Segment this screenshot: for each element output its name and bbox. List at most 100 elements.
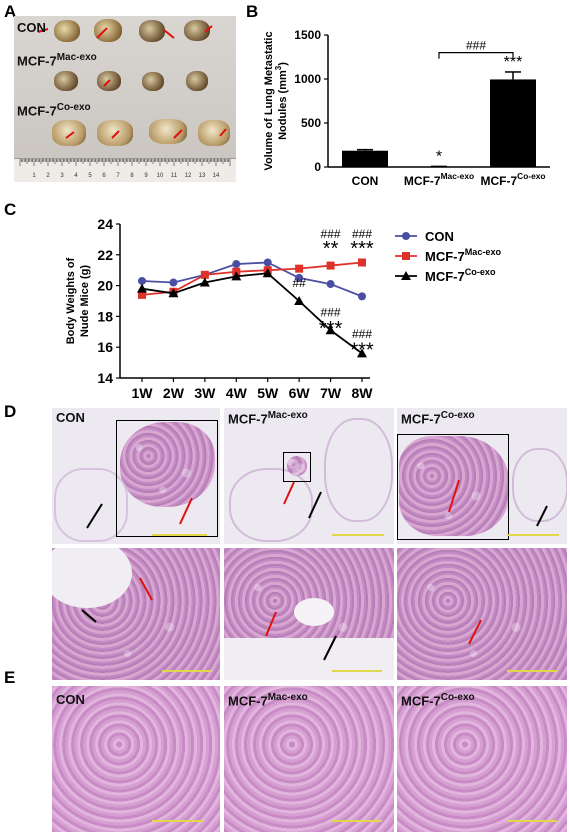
liver-label-co-sup: Co-exo xyxy=(440,692,475,703)
scale-bar xyxy=(507,670,557,672)
bar-y-tick-label: 1500 xyxy=(294,28,321,42)
line-y-tick-label: 14 xyxy=(97,370,113,386)
lung-specimen xyxy=(142,72,164,91)
lung-specimen xyxy=(52,120,86,146)
ruler-number: 12 xyxy=(185,173,192,179)
ruler-number: 10 xyxy=(157,173,164,179)
tumor-tissue xyxy=(399,436,509,536)
significance-label: ### xyxy=(352,227,372,241)
legend-label: MCF-7Mac-exo xyxy=(425,247,502,264)
significance-bracket xyxy=(438,52,514,59)
data-point xyxy=(262,268,273,278)
photo-label-con: CON xyxy=(17,20,46,35)
line-x-tick-label: 8W xyxy=(352,385,374,400)
panel-letter-e: E xyxy=(4,668,16,687)
data-point xyxy=(295,273,304,282)
histology-arrows xyxy=(448,479,548,527)
ruler-number: 11 xyxy=(171,173,178,179)
zoom-box xyxy=(116,420,218,537)
data-point xyxy=(294,296,305,305)
legend-label-base: MCF-7 xyxy=(425,269,465,284)
bar-significance: *** xyxy=(504,54,523,71)
significance-label: ### xyxy=(321,227,341,241)
liver-histology-con xyxy=(52,686,220,832)
liver-label-co-base: MCF-7 xyxy=(401,693,441,709)
scale-bar xyxy=(507,534,559,536)
bar-category-label-base: MCF-7 xyxy=(404,174,441,188)
scale-bar xyxy=(152,534,207,536)
histology-arrows xyxy=(86,497,193,529)
legend-label-base: MCF-7 xyxy=(425,249,465,264)
bar-category-label-sup: Mac-exo xyxy=(441,171,475,181)
bar-y-label-line1: Volume of Lung Metastatic xyxy=(263,31,275,170)
scale-bar xyxy=(332,820,382,822)
data-point xyxy=(358,258,366,267)
bar-chart: 0 500 1000 1500 Volume of Lung Metastatic Nod… xyxy=(263,28,550,188)
panel-letter-a: A xyxy=(4,2,17,21)
data-point xyxy=(137,283,147,293)
significance-label: *** xyxy=(319,318,343,340)
lung-label-mac-base: MCF-7 xyxy=(228,411,268,427)
data-point xyxy=(232,260,241,269)
ruler-number: 3 xyxy=(60,173,64,179)
liver-histology-co xyxy=(397,686,567,832)
ruler-number: 13 xyxy=(199,173,206,179)
data-point xyxy=(138,276,146,285)
liver-label-mac-sup: Mac-exo xyxy=(267,692,308,703)
lung-specimen xyxy=(184,20,210,41)
photo-label-mac-base: MCF-7 xyxy=(17,53,57,69)
alveolar-tissue xyxy=(54,468,128,542)
series-line xyxy=(141,272,363,355)
line-y-tick-label: 20 xyxy=(97,278,113,294)
lung-photo: 1 2 3 4 5 6 7 8 9 10 11 12 13 14 xyxy=(14,16,236,182)
alveolar-tissue xyxy=(229,468,313,542)
ruler-number: 7 xyxy=(116,173,120,179)
line-y-tick-label: 24 xyxy=(97,216,113,232)
lung-specimen xyxy=(198,120,230,146)
liver-label-mac-base: MCF-7 xyxy=(228,693,268,709)
lung-zoom-mac xyxy=(224,548,394,680)
bar-category-label-sup: Co-exo xyxy=(517,171,545,181)
legend-marker xyxy=(402,252,410,260)
line-x-tick-label: 5W xyxy=(257,385,279,400)
lung-label-co-base: MCF-7 xyxy=(401,411,441,427)
photo-label-co-sup: Co-exo xyxy=(56,102,91,113)
line-y-label-line2: Nude Mice (g) xyxy=(79,265,91,337)
data-point xyxy=(357,348,367,358)
line-y-tick-label: 18 xyxy=(97,308,113,324)
legend-label-base: CON xyxy=(425,229,454,244)
data-point xyxy=(326,261,335,270)
data-point xyxy=(326,280,335,289)
lung-histology-mac xyxy=(224,408,394,544)
ruler-number: 4 xyxy=(74,173,78,179)
metastasis-arrows xyxy=(37,25,227,139)
line-y-tick-label: 22 xyxy=(97,247,113,263)
photo-label-mac-sup: Mac-exo xyxy=(56,52,97,63)
ruler: 1 2 3 4 5 6 7 8 9 10 11 12 13 14 xyxy=(14,158,236,182)
histology-arrows xyxy=(468,619,482,645)
data-point xyxy=(200,270,209,279)
ruler-number: 8 xyxy=(130,173,134,179)
bar-category-label: MCF-7Mac-exo xyxy=(404,171,474,188)
bar xyxy=(342,150,388,167)
lung-specimen xyxy=(94,19,122,42)
liver-label-con-base: CON xyxy=(56,692,85,707)
line-x-tick-label: 6W xyxy=(289,385,311,400)
significance-label: *** xyxy=(350,339,374,361)
legend-label-sup: Co-exo xyxy=(465,267,496,277)
series-line xyxy=(141,261,363,298)
data-point xyxy=(325,325,336,335)
lung-label-mac-sup: Mac-exo xyxy=(267,410,308,421)
bar-y-label: Volume of Lung Metastatic Nodules (mm3) xyxy=(263,31,289,170)
histology-arrows xyxy=(265,611,337,661)
significance-label: *** xyxy=(350,238,374,260)
significance-label: ### xyxy=(352,327,372,341)
scale-bar xyxy=(332,670,382,672)
data-point xyxy=(138,290,146,299)
data-point xyxy=(169,278,178,287)
lung-specimen xyxy=(54,71,78,91)
small-tumor xyxy=(287,456,307,476)
legend-label-sup: Mac-exo xyxy=(465,247,502,257)
line-x-tick-label: 7W xyxy=(320,385,342,400)
significance-label: ## xyxy=(292,276,306,290)
